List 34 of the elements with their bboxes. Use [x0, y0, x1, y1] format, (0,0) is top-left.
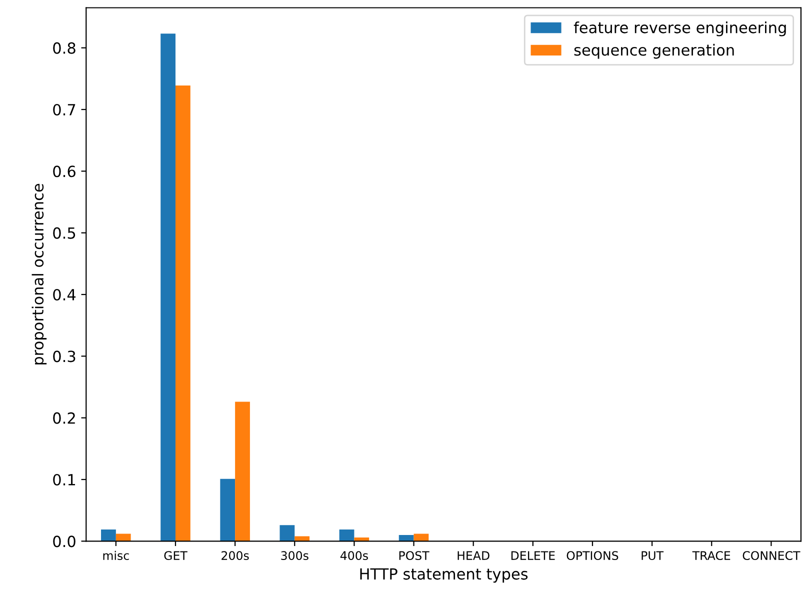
y-tick-label: 0.6	[53, 166, 76, 178]
y-tick-label: 0.3	[53, 350, 76, 362]
x-tick-label: HEAD	[458, 551, 490, 560]
bar	[235, 402, 250, 542]
y-tick-label: 0.7	[53, 104, 76, 116]
x-tick-label: TRACE	[692, 551, 730, 560]
bar	[160, 34, 176, 542]
bar	[220, 478, 236, 542]
x-tick-label: POST	[399, 551, 430, 560]
x-tick-label: 400s	[340, 551, 368, 560]
y-tick-label: 0.5	[53, 227, 76, 239]
y-tick-label: 0.0	[53, 536, 76, 548]
y-axis-title: proportional occurrence	[32, 184, 47, 364]
y-tick-label: 0.4	[53, 288, 76, 301]
y-tick-label: 0.8	[53, 42, 76, 54]
x-tick-label: misc	[103, 550, 129, 560]
x-tick-label: DELETE	[511, 551, 555, 560]
y-tick-label: 0.1	[53, 474, 76, 486]
y-tick-label: 0.2	[53, 412, 75, 424]
bar	[294, 536, 310, 542]
x-tick-label: 300s	[281, 551, 308, 560]
bar	[339, 529, 354, 542]
bar	[398, 535, 414, 542]
x-tick-label: OPTIONS	[566, 551, 618, 560]
bar	[175, 85, 190, 542]
x-tick-label: PUT	[642, 551, 664, 560]
x-tick-label: GET	[164, 551, 188, 560]
x-tick-label: CONNECT	[742, 551, 800, 560]
bar	[101, 529, 116, 542]
x-axis-title: HTTP statement types	[360, 568, 528, 583]
bar	[280, 525, 295, 542]
legend-label: sequence generation	[574, 44, 734, 59]
legend-label: feature reverse engineering	[574, 22, 786, 36]
x-tick-label: 200s	[222, 551, 249, 560]
